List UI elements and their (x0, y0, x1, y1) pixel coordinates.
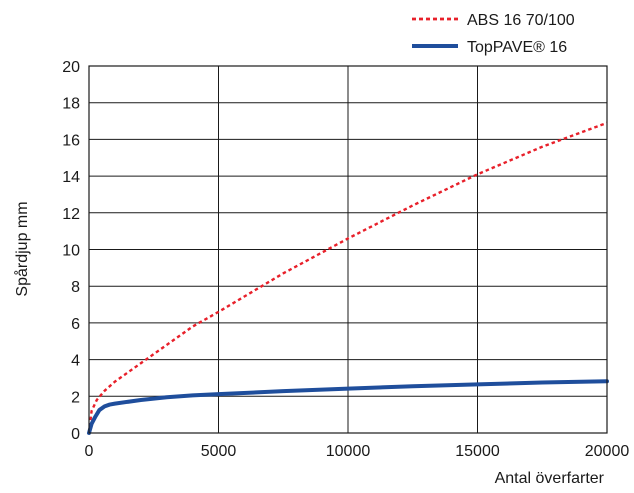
y-tick-label: 4 (71, 353, 80, 370)
y-tick-label: 16 (62, 132, 80, 149)
legend-label-toppave: TopPAVE® 16 (467, 39, 567, 56)
y-tick-label: 8 (71, 279, 80, 296)
x-tick-label: 10000 (326, 443, 371, 460)
x-tick-label: 15000 (455, 443, 500, 460)
x-tick-label: 5000 (201, 443, 237, 460)
y-tick-label: 18 (62, 96, 80, 113)
x-axis-label: Antal överfarter (495, 470, 605, 487)
legend: ABS 16 70/100 TopPAVE® 16 (412, 12, 575, 56)
y-axis-label: Spårdjup mm (13, 201, 31, 296)
x-tick-label: 0 (85, 443, 94, 460)
series-lines (87, 121, 609, 435)
series-line-1 (87, 379, 609, 435)
legend-label-abs: ABS 16 70/100 (467, 12, 575, 29)
y-tick-label: 2 (71, 389, 80, 406)
y-tick-labels: 0 2 4 6 8 10 12 14 16 18 20 (62, 59, 80, 443)
y-tick-label: 12 (62, 206, 80, 223)
grid (88, 65, 608, 434)
y-tick-label: 0 (71, 426, 80, 443)
y-tick-label: 6 (71, 316, 80, 333)
x-tick-label: 20000 (585, 443, 630, 460)
y-tick-label: 14 (62, 169, 80, 186)
plot-frame (88, 65, 608, 434)
y-tick-label: 20 (62, 59, 80, 76)
x-tick-labels: 0 5000 10000 15000 20000 (85, 443, 630, 460)
y-tick-label: 10 (62, 243, 80, 260)
